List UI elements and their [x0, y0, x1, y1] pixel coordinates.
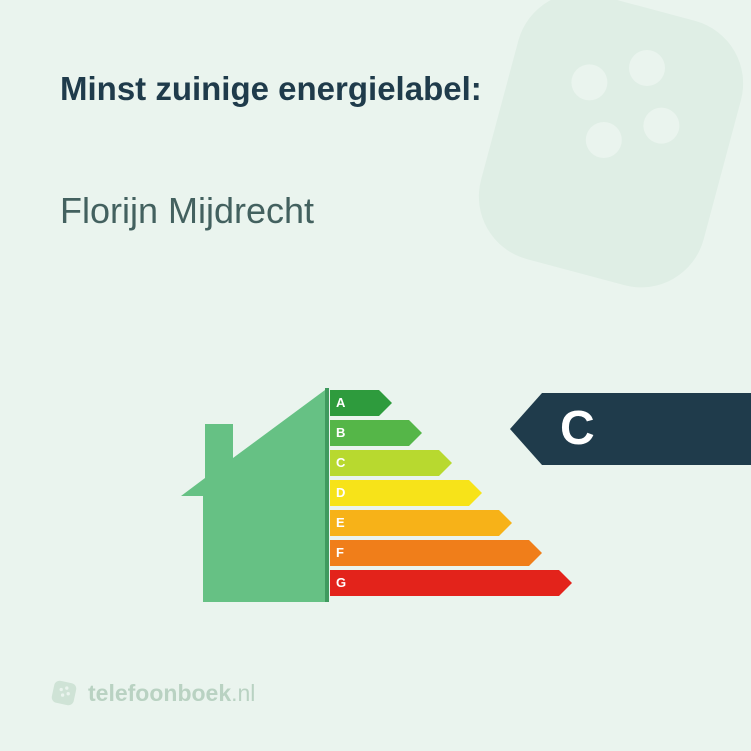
energy-bar-label: D	[336, 480, 345, 506]
energy-bar-label: F	[336, 540, 344, 566]
energy-bar-label: E	[336, 510, 345, 536]
current-label-letter: C	[560, 393, 595, 465]
current-label-arrow	[510, 393, 751, 465]
house-icon	[175, 380, 335, 610]
brand-logo-icon	[50, 679, 78, 707]
watermark-phone-icon	[431, 0, 751, 320]
location-name: Florijn Mijdrecht	[60, 190, 314, 232]
brand-text: telefoonboek.nl	[88, 680, 255, 707]
footer-brand: telefoonboek.nl	[50, 679, 255, 707]
brand-name-bold: telefoonboek	[88, 680, 231, 706]
brand-name-tld: .nl	[231, 680, 255, 706]
page-title: Minst zuinige energielabel:	[60, 70, 482, 108]
card-canvas: Minst zuinige energielabel: Florijn Mijd…	[0, 0, 751, 751]
energy-bar-label: B	[336, 420, 345, 446]
energy-bar-label: A	[336, 390, 345, 416]
energy-bar-label: G	[336, 570, 346, 596]
energy-bar-label: C	[336, 450, 345, 476]
